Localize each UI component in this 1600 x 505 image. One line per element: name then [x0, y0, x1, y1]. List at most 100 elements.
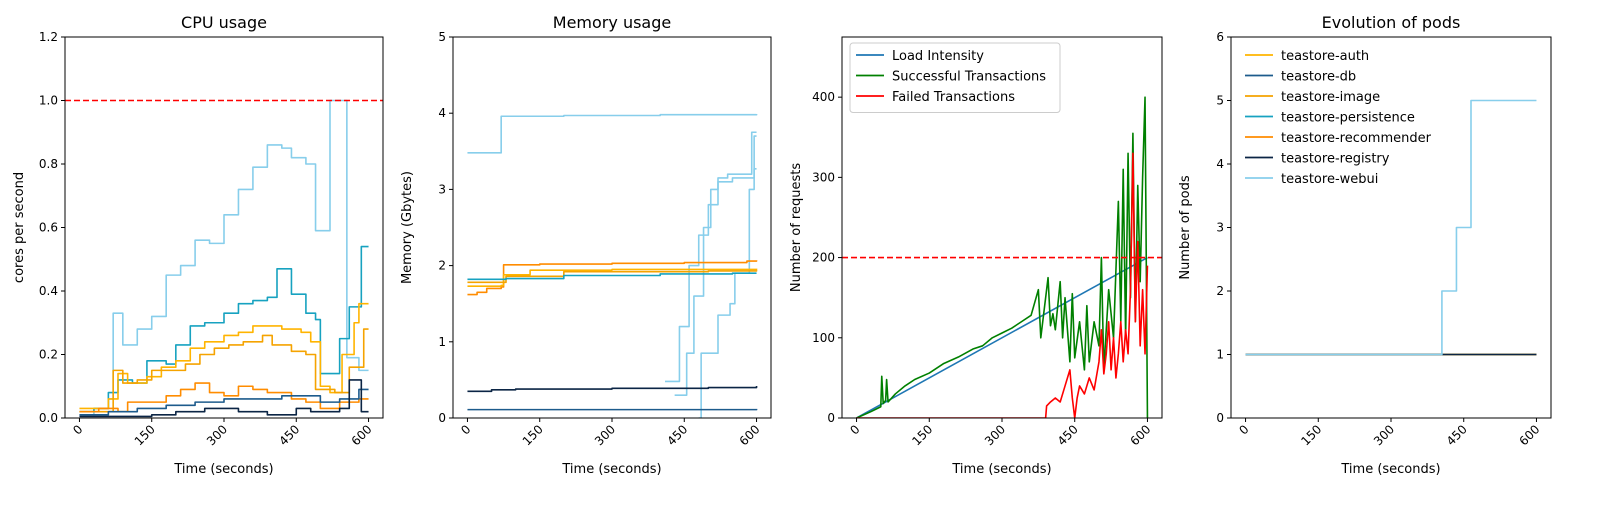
series-line-successful-transactions [856, 96, 1149, 418]
x-tick-label: 300 [204, 422, 230, 448]
legend-entry: teastore-auth [1281, 49, 1369, 64]
x-tick-label: 450 [1055, 422, 1081, 448]
axes-frame [452, 36, 772, 419]
chart-title: Memory usage [553, 13, 671, 32]
legend-entry: teastore-db [1281, 70, 1356, 85]
series-line-teastore-db [79, 388, 369, 416]
x-tick-label: 450 [276, 422, 302, 448]
chart-title: CPU usage [181, 13, 267, 32]
legend-frame [849, 42, 1061, 113]
x-tick-label: 600 [1516, 422, 1542, 448]
y-tick-label: 300 [812, 170, 835, 184]
chart-3: 0 100 200 300 400 0 150 300 450 600 Time (seconds)… [789, 36, 1163, 477]
chart-4: 0 1 2 3 4 5 6 0 150 300 450 600 Evolution of pods Tim… [1178, 13, 1552, 477]
series-line-teastore-registry [467, 386, 758, 393]
axes-frame [1230, 36, 1552, 419]
y-tick-label: 3 [438, 182, 446, 196]
series-line-teastore-webui [1245, 99, 1537, 356]
legend-entry: teastore-recommender [1281, 131, 1432, 146]
y-tick-label: 200 [812, 251, 835, 265]
x-tick-label: 0 [847, 422, 862, 437]
x-tick-label: 450 [664, 422, 690, 448]
x-tick-label: 150 [1298, 422, 1324, 448]
y-tick-label: 0.6 [39, 221, 58, 235]
y-tick-label: 1.2 [39, 30, 58, 44]
x-tick-label: 150 [132, 422, 158, 448]
y-tick-label: 1.0 [39, 94, 58, 108]
series-line-teastore-webui [467, 113, 758, 154]
y-tick-label: 6 [1216, 30, 1224, 44]
x-tick-label: 600 [1127, 422, 1153, 448]
series-line-teastore-db [467, 408, 758, 411]
chart-title: Evolution of pods [1322, 13, 1461, 32]
y-axis-label: Number of pods [1178, 175, 1193, 279]
y-tick-label: 1 [438, 335, 446, 349]
y-tick-label: 2 [1216, 284, 1224, 298]
y-tick-label: 4 [1216, 157, 1224, 171]
series-line-teastore-recommender [79, 382, 369, 413]
y-axis-label: cores per second [12, 172, 27, 283]
series-line-teastore-webui [698, 135, 757, 418]
series-line-teastore-auth [79, 302, 369, 410]
x-tick-label: 150 [909, 422, 935, 448]
series-line-teastore-webui [674, 168, 757, 396]
legend-entry: Failed Transactions [892, 90, 1015, 105]
y-axis-label: Memory (Gbytes) [400, 171, 415, 284]
series-line-teastore-image [467, 270, 758, 284]
x-tick-label: 300 [1371, 422, 1397, 448]
series-group [79, 99, 369, 418]
y-tick-label: 2 [438, 259, 446, 273]
series-line-teastore-persistence [467, 272, 757, 281]
y-tick-label: 0.8 [39, 157, 58, 171]
legend-entry: teastore-image [1281, 90, 1380, 105]
y-tick-label: 0.4 [39, 284, 58, 298]
x-tick-label: 450 [1444, 422, 1470, 448]
y-axis-label: Number of requests [789, 163, 804, 292]
x-axis-label: Time (seconds) [561, 462, 661, 477]
series-line-teastore-webui [79, 99, 369, 416]
y-tick-label: 0 [827, 411, 835, 425]
legend: Load Intensity Successful Transactions Fai… [849, 42, 1061, 113]
legend-entry: Successful Transactions [892, 70, 1046, 85]
series-group [856, 96, 1149, 418]
series-line-load-intensity [856, 256, 1148, 418]
legend-entry: teastore-registry [1281, 152, 1390, 167]
legend-entry: teastore-webui [1281, 172, 1378, 187]
series-line-teastore-webui [665, 131, 757, 383]
series-line-teastore-auth [467, 268, 758, 287]
series-line-teastore-registry [79, 379, 369, 418]
y-tick-label: 100 [812, 331, 835, 345]
y-tick-label: 0 [1216, 411, 1224, 425]
x-tick-label: 600 [737, 422, 763, 448]
series-line-teastore-recommender [467, 260, 758, 296]
legend-entry: teastore-persistence [1281, 111, 1415, 126]
x-axis-label: Time (seconds) [951, 462, 1051, 477]
y-tick-label: 5 [1216, 94, 1224, 108]
y-tick-label: 400 [812, 90, 835, 104]
x-tick-label: 0 [1236, 422, 1251, 437]
legend-entry: Load Intensity [892, 49, 984, 64]
series-group [467, 113, 758, 418]
x-axis-label: Time (seconds) [1340, 462, 1440, 477]
x-tick-label: 300 [592, 422, 618, 448]
series-line-failed-transactions [856, 152, 1149, 418]
y-tick-label: 1 [1216, 348, 1224, 362]
y-tick-label: 0.2 [39, 348, 58, 362]
y-tick-label: 3 [1216, 221, 1224, 235]
y-tick-label: 5 [438, 30, 446, 44]
y-tick-label: 4 [438, 106, 446, 120]
series-group [1245, 99, 1537, 356]
y-tick-label: 0 [438, 411, 446, 425]
x-axis-label: Time (seconds) [173, 462, 273, 477]
series-line-teastore-image [79, 328, 369, 413]
y-tick-label: 0.0 [39, 411, 58, 425]
x-tick-label: 600 [349, 422, 375, 448]
x-tick-label: 0 [70, 422, 85, 437]
x-tick-label: 0 [458, 422, 473, 437]
x-tick-label: 150 [520, 422, 546, 448]
chart-1: 0.0 0.2 0.4 0.6 0.8 1.0 1.2 0 150 300 450 600 CPU us… [12, 13, 384, 477]
legend: teastore-auth teastore-db teastore-image te… [1245, 49, 1432, 187]
